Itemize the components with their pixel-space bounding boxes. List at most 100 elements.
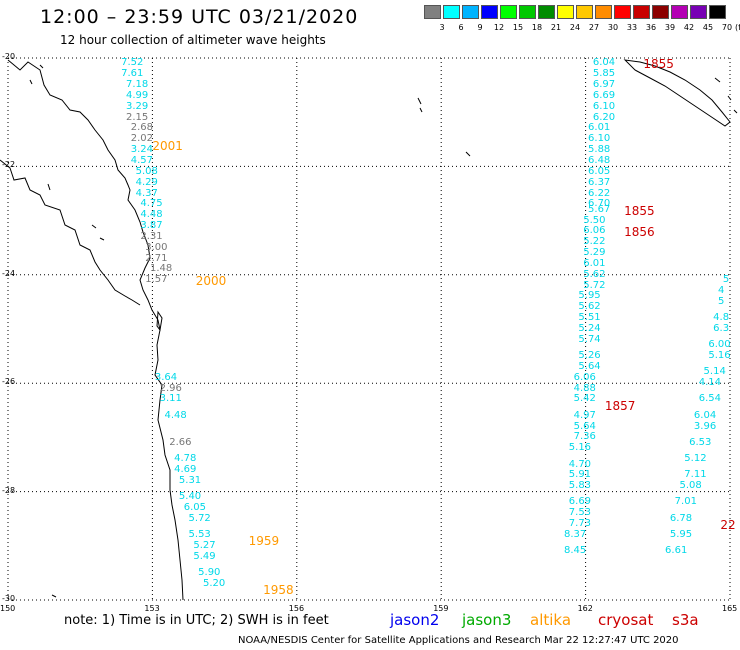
pass-time-label: 22: [720, 518, 736, 533]
satellite-altika: altika: [530, 611, 572, 629]
wave-height-value: 6.54: [698, 393, 721, 405]
wave-height-value: 4.70: [568, 458, 592, 470]
legend-swatch: [576, 5, 593, 19]
wave-height-value: 4.69: [174, 463, 197, 475]
wave-height-value: 5.49: [193, 550, 216, 562]
wave-height-value: 5.83: [568, 480, 592, 492]
wave-height-value: 7.52: [121, 57, 144, 69]
wave-height-value: 5.26: [578, 350, 601, 362]
pass-time-label: 2001: [152, 138, 183, 153]
wave-height-value: 8.37: [563, 528, 587, 540]
wave-height-value: 5.40: [178, 491, 202, 503]
wave-height-value: 6.61: [665, 545, 688, 557]
wave-height-value: 5.29: [583, 247, 606, 259]
legend-label: 9: [477, 23, 483, 32]
legend-swatch: [709, 5, 726, 19]
coastline: [0, 59, 738, 601]
legend-swatch: [519, 5, 536, 19]
wave-height-value: 6.06: [583, 225, 606, 237]
legend-unit: (ft): [734, 23, 740, 32]
map-canvas: [0, 57, 738, 601]
latitude-label: -22: [2, 160, 16, 170]
legend-label: 12: [493, 23, 505, 32]
wave-height-value: 5.42: [573, 393, 596, 405]
legend-label: 36: [645, 23, 657, 32]
wave-height-value: 5.14: [703, 366, 726, 378]
wave-height-value: 6.97: [592, 79, 616, 91]
pass-time-label: 1958: [263, 583, 294, 598]
wave-height-value: 3.00: [145, 241, 168, 253]
wave-height-value: 7.73: [568, 518, 592, 530]
wave-height-value: 6.05: [588, 165, 611, 177]
wave-height-value: 4.29: [135, 176, 158, 188]
wave-height-value: 2.31: [140, 230, 163, 242]
wave-height-value: 4.97: [573, 409, 596, 421]
wave-height-value: 4.57: [130, 154, 154, 166]
wave-height-value: 5.22: [583, 236, 606, 248]
legend-swatch: [538, 5, 555, 19]
wave-height-value: 2.96: [159, 382, 182, 394]
wave-height-value: 6.70: [588, 198, 611, 210]
legend-swatch: [671, 5, 688, 19]
wave-height-value: 4.88: [573, 382, 596, 394]
pass-time-label: 1856: [624, 225, 655, 240]
legend-label: 21: [550, 23, 562, 32]
longitude-label: 159: [433, 604, 449, 613]
wave-height-value: 5: [718, 295, 725, 307]
wave-height-value: 5.74: [578, 333, 601, 345]
wave-height-value: 5.72: [583, 279, 606, 291]
wave-height-value: 5.64: [573, 420, 596, 432]
legend-swatch: [443, 5, 460, 19]
wave-height-value: 5.88: [588, 144, 611, 156]
longitude-label: 156: [288, 604, 305, 613]
latitude-label: -28: [2, 485, 16, 495]
wave-height-value: 5.67: [588, 203, 611, 215]
wave-height-value: 5.16: [708, 350, 731, 362]
wave-height-value: 6.04: [693, 409, 717, 421]
wave-height-value: 2.02: [130, 133, 154, 145]
legend-label: 70: [721, 23, 733, 32]
wave-height-value: 6.53: [689, 436, 712, 448]
wave-height-value: 2.71: [145, 252, 168, 264]
wave-height-value: 6.69: [592, 89, 616, 101]
legend-swatch: [462, 5, 479, 19]
wave-height-value: 5.08: [135, 165, 158, 177]
wave-height-value: 2.15: [125, 111, 149, 123]
coastal-islands: [29, 64, 105, 241]
wave-height-value: 5.95: [578, 290, 601, 302]
wave-height-value: 5.85: [592, 68, 616, 80]
wave-height-value: 6.01: [583, 257, 606, 269]
satellite-cryosat: cryosat: [598, 611, 654, 629]
wave-height-value: 5.27: [193, 539, 216, 551]
wave-height-value: 5.91: [568, 469, 592, 481]
australia-coastline: [7, 59, 184, 601]
wave-height-value: 6.01: [588, 122, 611, 134]
legend-swatch: [481, 5, 498, 19]
wave-height-value: 4: [718, 285, 725, 297]
wave-height-value: 1.48: [150, 263, 173, 275]
wave-height-value: 6.20: [592, 111, 616, 123]
legend-swatch: [690, 5, 707, 19]
wave-height-value: 5.24: [578, 323, 601, 334]
wave-height-value: 6.3: [713, 323, 730, 334]
wave-height-value: 5.95: [669, 528, 693, 540]
legend-swatch: [633, 5, 650, 19]
wave-height-value: 3.96: [693, 420, 717, 432]
wave-height-value: 5.62: [578, 301, 601, 313]
wave-height-value: 5.16: [568, 442, 592, 454]
legend-swatch: [595, 5, 612, 19]
wave-height-value: 6.78: [669, 512, 693, 524]
pass-time-label: 2000: [195, 274, 227, 289]
longitude-label: 165: [722, 604, 738, 613]
credit-line: NOAA/NESDIS Center for Satellite Applica…: [238, 635, 679, 646]
wave-height-value: 6.48: [588, 154, 611, 166]
wave-height-value: 6.00: [708, 339, 731, 351]
pass-time-label: 1959: [248, 534, 280, 549]
legend-swatch: [614, 5, 631, 19]
wave-height-value: 7.18: [125, 79, 149, 91]
wave-height-value: 4.48: [140, 209, 163, 221]
wave-height-value: 3.29: [125, 100, 149, 112]
pass-time-label: 1855: [624, 203, 655, 218]
legend-label: 3: [439, 23, 445, 32]
